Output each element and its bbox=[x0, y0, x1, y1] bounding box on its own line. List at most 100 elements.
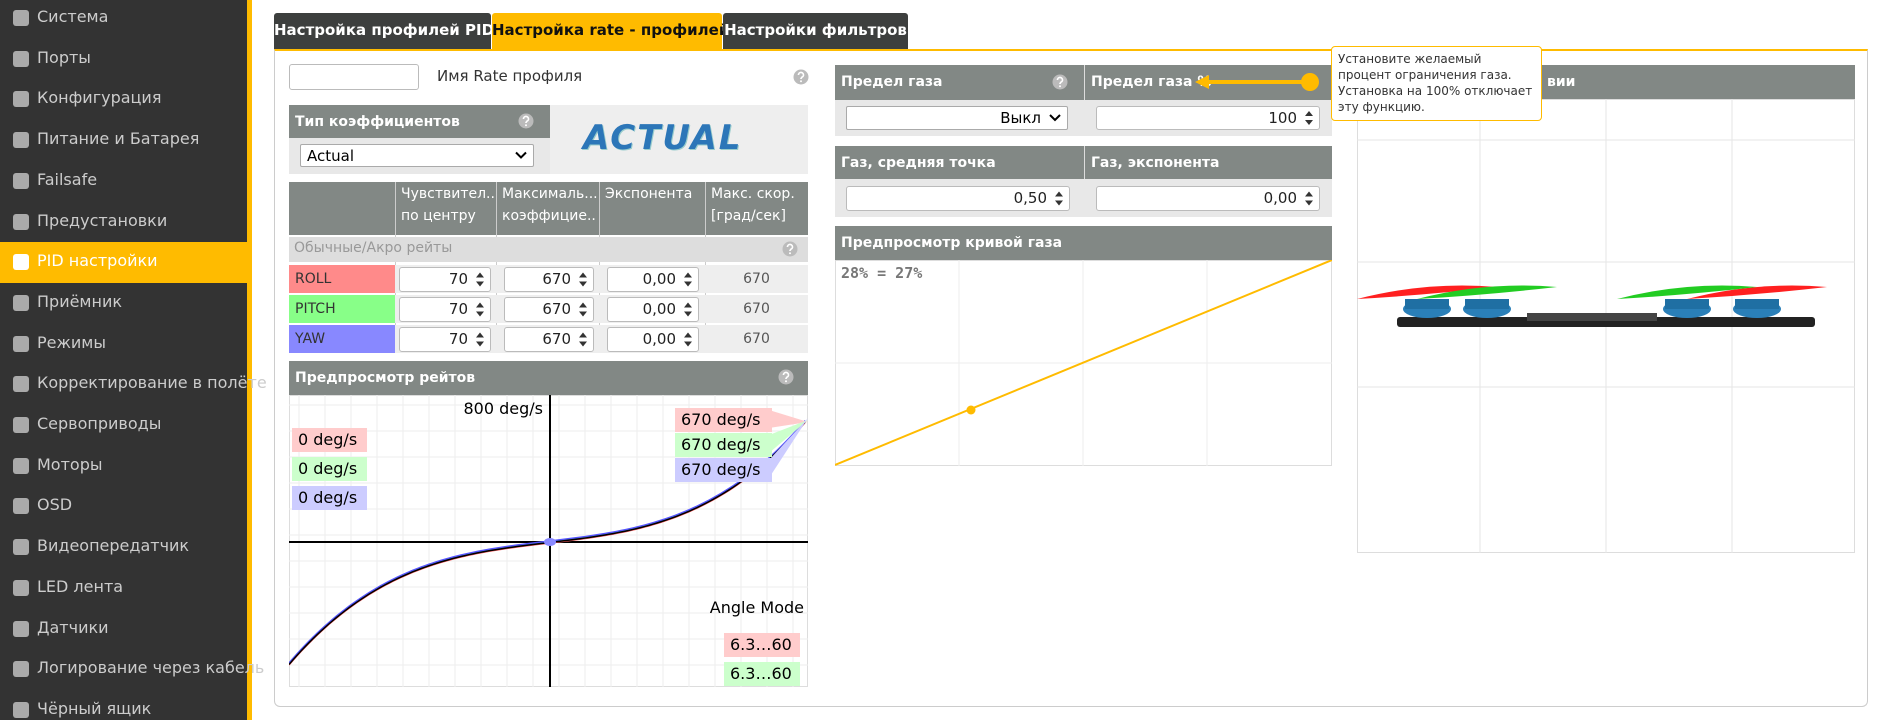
sidebar-item[interactable]: Видеопередатчик bbox=[37, 536, 190, 556]
sidebar-item[interactable]: PID настройки bbox=[37, 251, 158, 271]
rate-input[interactable]: 670 bbox=[504, 327, 594, 352]
sidebar-item[interactable]: LED лента bbox=[37, 576, 124, 596]
tab[interactable]: Настройка профилей PID bbox=[274, 13, 494, 49]
group-row bbox=[289, 237, 808, 262]
spinner bbox=[1055, 191, 1063, 206]
motor bbox=[1735, 299, 1779, 309]
max-scale-label: 800 deg/s bbox=[463, 399, 543, 418]
sidebar-edge bbox=[247, 0, 252, 720]
spinner bbox=[684, 332, 692, 347]
rates-type-select[interactable]: Actual bbox=[300, 144, 534, 167]
spin-up bbox=[684, 272, 692, 278]
throttle-expo-input[interactable]: 0,00 bbox=[1096, 186, 1320, 211]
sidebar-item[interactable]: Чёрный ящик bbox=[37, 698, 152, 718]
sidebar-item[interactable]: Режимы bbox=[37, 332, 107, 352]
help-dot bbox=[1059, 85, 1061, 88]
sidebar-item[interactable]: Предустановки bbox=[37, 210, 168, 230]
motor bbox=[1405, 299, 1449, 309]
sidebar-item[interactable]: Сервоприводы bbox=[37, 414, 162, 433]
sidebar-icon bbox=[13, 294, 29, 311]
motor bbox=[1665, 299, 1709, 309]
sidebar-item[interactable]: Порты bbox=[37, 47, 91, 67]
propeller bbox=[1687, 285, 1827, 299]
spinner bbox=[579, 302, 587, 317]
sidebar-item[interactable]: Failsafe bbox=[37, 169, 98, 189]
sidebar-icon bbox=[13, 701, 29, 718]
spin-down bbox=[476, 341, 484, 347]
spinner bbox=[579, 272, 587, 287]
rate-input[interactable]: 0,00 bbox=[607, 327, 699, 352]
sidebar-icon bbox=[13, 213, 29, 230]
help-circle bbox=[778, 369, 794, 385]
stick-point bbox=[544, 538, 556, 546]
rate-input[interactable]: 70 bbox=[399, 267, 491, 292]
model-view bbox=[1357, 99, 1855, 553]
spin-down bbox=[684, 311, 692, 317]
tab[interactable]: Настройка rate - профилей bbox=[492, 13, 729, 49]
throttle-mid-input[interactable]: 0,50 bbox=[846, 186, 1070, 211]
throttle-readout: 28% = 27% bbox=[841, 264, 923, 282]
spin-down bbox=[476, 281, 484, 287]
sidebar-icon bbox=[13, 661, 29, 678]
spin-up bbox=[1055, 191, 1063, 197]
max-rate: 670 bbox=[743, 271, 770, 287]
table-header: Экспонента bbox=[605, 186, 693, 202]
sidebar-icon bbox=[13, 335, 29, 352]
sidebar-active bbox=[0, 242, 247, 284]
rate-input[interactable]: 670 bbox=[504, 267, 594, 292]
sidebar-item[interactable]: Корректирование в полёте bbox=[37, 373, 267, 393]
throttle-limit-select[interactable]: Выкл bbox=[846, 106, 1068, 130]
sidebar-icon bbox=[13, 539, 29, 556]
spin-down bbox=[579, 311, 587, 317]
group-label: Обычные/Акро рейты bbox=[294, 240, 453, 256]
label-tail bbox=[769, 418, 808, 478]
sidebar-item[interactable]: Конфигурация bbox=[37, 88, 162, 108]
sidebar-icon bbox=[13, 620, 29, 637]
max-rate: 670 bbox=[743, 331, 770, 347]
throttle-header: Газ, экспонента bbox=[1084, 146, 1332, 179]
sidebar-icon bbox=[13, 498, 29, 515]
spin-down bbox=[476, 311, 484, 317]
sidebar-item[interactable]: OSD bbox=[37, 495, 73, 515]
profile-name-input[interactable] bbox=[289, 64, 419, 90]
sidebar-item[interactable]: Датчики bbox=[37, 617, 109, 637]
content-frame bbox=[274, 49, 1868, 707]
max-rate-label: 670 deg/s bbox=[675, 433, 772, 457]
logo-box bbox=[550, 105, 808, 174]
spin-up bbox=[579, 332, 587, 338]
propeller bbox=[1617, 285, 1757, 299]
rate-input[interactable]: 670 bbox=[504, 297, 594, 322]
sidebar-item[interactable]: Система bbox=[37, 7, 109, 26]
spin-down bbox=[684, 341, 692, 347]
throttle-limit-input[interactable]: 100 bbox=[1096, 106, 1320, 130]
sidebar-icon bbox=[13, 10, 29, 26]
tooltip-arrow bbox=[1195, 73, 1319, 91]
rate-input[interactable]: 0,00 bbox=[607, 297, 699, 322]
spinner bbox=[684, 302, 692, 317]
max-rate-label: 670 deg/s bbox=[675, 408, 772, 432]
spin-up bbox=[476, 302, 484, 308]
rate-input[interactable]: 70 bbox=[399, 297, 491, 322]
rate-input[interactable]: 70 bbox=[399, 327, 491, 352]
throttle-preview-header: Предпросмотр кривой газа bbox=[835, 226, 1332, 260]
current-rate: 0 deg/s bbox=[292, 428, 367, 452]
sidebar-icon bbox=[13, 50, 29, 67]
help-glyph bbox=[797, 71, 805, 79]
help-circle bbox=[1052, 74, 1068, 90]
sidebar-item[interactable]: Логирование через кабель bbox=[37, 658, 265, 678]
spin-up bbox=[476, 272, 484, 278]
help-dot bbox=[800, 80, 802, 83]
profile-name-label: Имя Rate профиля bbox=[437, 67, 583, 85]
sidebar-item[interactable]: Приёмник bbox=[37, 291, 123, 311]
label-tail bbox=[769, 410, 808, 428]
rate-input[interactable]: 0,00 bbox=[607, 267, 699, 292]
current-rate: 0 deg/s bbox=[292, 457, 367, 481]
sidebar bbox=[0, 0, 247, 720]
sidebar-item[interactable]: Питание и Батарея bbox=[37, 129, 200, 149]
label-tail bbox=[769, 420, 808, 453]
sidebar-item[interactable]: Моторы bbox=[37, 454, 103, 474]
help-glyph bbox=[782, 371, 790, 379]
frame bbox=[1397, 317, 1815, 327]
tab[interactable]: Настройки фильтров bbox=[723, 13, 908, 49]
